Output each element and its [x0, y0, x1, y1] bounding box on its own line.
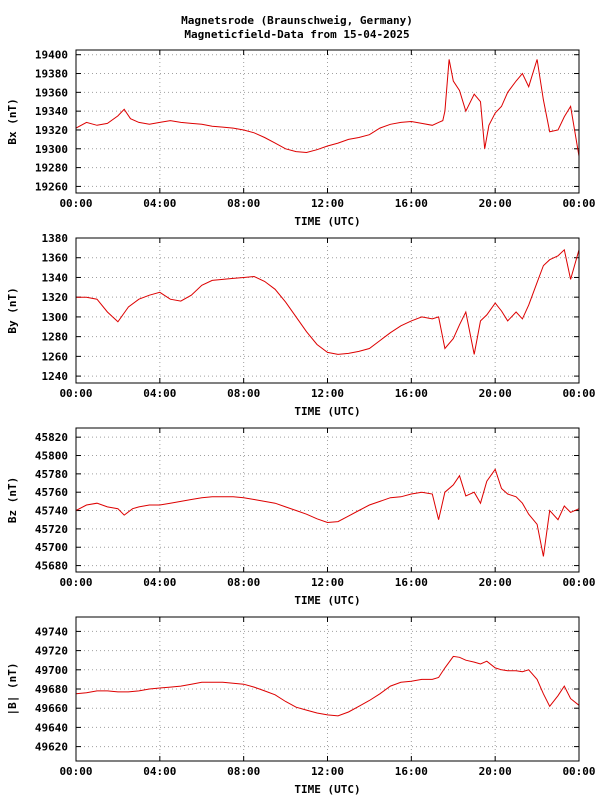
- btotal-x-tick-label: 00:00: [562, 765, 595, 778]
- bz-y-tick-label: 45700: [35, 541, 68, 554]
- bx-x-axis-label: TIME (UTC): [294, 215, 360, 228]
- bx-y-tick-label: 19300: [35, 143, 68, 156]
- btotal-x-tick-label: 04:00: [143, 765, 176, 778]
- btotal-y-tick-label: 49700: [35, 664, 68, 677]
- chart-panels: 00:00 04:00 08:00 12:00 16:00 20:00 00:00 19260…: [6, 49, 596, 796]
- bx-x-tick-label: 04:00: [143, 197, 176, 210]
- by-x-axis-label: TIME (UTC): [294, 405, 360, 418]
- bx-y-tick-label: 19360: [35, 86, 68, 99]
- bz-x-tick-label: 20:00: [479, 576, 512, 589]
- by-plot-frame: [75, 237, 580, 384]
- bx-y-axis-label: Bx (nT): [6, 98, 19, 144]
- bz-x-tick-label: 08:00: [227, 576, 260, 589]
- bx-x-tick-label: 12:00: [311, 197, 344, 210]
- bz-y-tick-label: 45820: [35, 431, 68, 444]
- by-y-tick-label: 1320: [42, 291, 69, 304]
- btotal-x-tick-label: 16:00: [395, 765, 428, 778]
- btotal-y-tick-label: 49620: [35, 741, 68, 754]
- btotal-y-tick-label: 49720: [35, 645, 68, 658]
- bz-y-axis-label: Bz (nT): [6, 477, 19, 523]
- bx-y-tick-label: 19400: [35, 49, 68, 62]
- btotal-y-tick-label: 49740: [35, 625, 68, 638]
- btotal-y-tick-label: 49640: [35, 721, 68, 734]
- bz-y-tick-label: 45720: [35, 523, 68, 536]
- by-y-tick-label: 1380: [42, 232, 69, 245]
- btotal-y-tick-label: 49660: [35, 702, 68, 715]
- btotal-panel: 00:00 04:00 08:00 12:00 16:00 20:00 00:00 49620…: [6, 616, 596, 796]
- bx-x-tick-label: 00:00: [59, 197, 92, 210]
- bx-y-tick-label: 19380: [35, 68, 68, 81]
- bz-x-tick-label: 00:00: [59, 576, 92, 589]
- by-panel: 00:00 04:00 08:00 12:00 16:00 20:00 00:00 1240 1…: [6, 232, 596, 418]
- bz-y-tick-label: 45800: [35, 450, 68, 463]
- btotal-x-axis-label: TIME (UTC): [294, 783, 360, 796]
- bx-x-tick-label: 08:00: [227, 197, 260, 210]
- bz-series-line: [75, 468, 580, 557]
- by-y-tick-label: 1300: [42, 311, 69, 324]
- bz-x-axis-label: TIME (UTC): [294, 594, 360, 607]
- by-y-tick-label: 1260: [42, 350, 69, 363]
- by-y-tick-label: 1360: [42, 252, 69, 265]
- btotal-x-tick-label: 08:00: [227, 765, 260, 778]
- bz-y-tick-label: 45680: [35, 560, 68, 573]
- btotal-y-tick-label: 49680: [35, 683, 68, 696]
- bx-panel: 00:00 04:00 08:00 12:00 16:00 20:00 00:00 19260…: [6, 49, 596, 228]
- bx-x-tick-label: 00:00: [562, 197, 595, 210]
- bz-plot-frame: [75, 427, 580, 573]
- chart-title-line2: Magneticfield-Data from 15-04-2025: [184, 28, 409, 41]
- btotal-series-line: [75, 655, 580, 717]
- btotal-x-tick-label: 00:00: [59, 765, 92, 778]
- by-x-tick-label: 20:00: [479, 387, 512, 400]
- by-x-tick-label: 08:00: [227, 387, 260, 400]
- by-x-tick-label: 00:00: [562, 387, 595, 400]
- bx-y-tick-label: 19260: [35, 180, 68, 193]
- bx-y-tick-label: 19340: [35, 105, 68, 118]
- bz-x-tick-label: 00:00: [562, 576, 595, 589]
- bx-x-tick-label: 20:00: [479, 197, 512, 210]
- bz-panel: 00:00 04:00 08:00 12:00 16:00 20:00 00:00 45680…: [6, 427, 596, 607]
- by-y-tick-label: 1240: [42, 370, 69, 383]
- bz-y-tick-label: 45780: [35, 468, 68, 481]
- bz-x-tick-label: 12:00: [311, 576, 344, 589]
- bx-series-line: [75, 59, 580, 157]
- by-y-tick-label: 1340: [42, 271, 69, 284]
- by-x-tick-label: 04:00: [143, 387, 176, 400]
- by-y-tick-label: 1280: [42, 331, 69, 344]
- bz-y-tick-label: 45740: [35, 505, 68, 518]
- bx-y-tick-label: 19280: [35, 162, 68, 175]
- bz-y-tick-label: 45760: [35, 486, 68, 499]
- by-series-line: [76, 248, 580, 355]
- by-x-tick-label: 12:00: [311, 387, 344, 400]
- btotal-plot-frame: [75, 616, 580, 762]
- bx-x-tick-label: 16:00: [395, 197, 428, 210]
- by-x-tick-label: 00:00: [59, 387, 92, 400]
- chart-title-line1: Magnetsrode (Braunschweig, Germany): [181, 14, 413, 27]
- btotal-x-tick-label: 20:00: [479, 765, 512, 778]
- bz-x-tick-label: 16:00: [395, 576, 428, 589]
- bx-y-tick-label: 19320: [35, 124, 68, 137]
- bx-plot-frame: [75, 49, 580, 194]
- btotal-y-axis-label: |B| (nT): [6, 663, 19, 716]
- bz-x-tick-label: 04:00: [143, 576, 176, 589]
- by-x-tick-label: 16:00: [395, 387, 428, 400]
- btotal-x-tick-label: 12:00: [311, 765, 344, 778]
- by-y-axis-label: By (nT): [6, 287, 19, 333]
